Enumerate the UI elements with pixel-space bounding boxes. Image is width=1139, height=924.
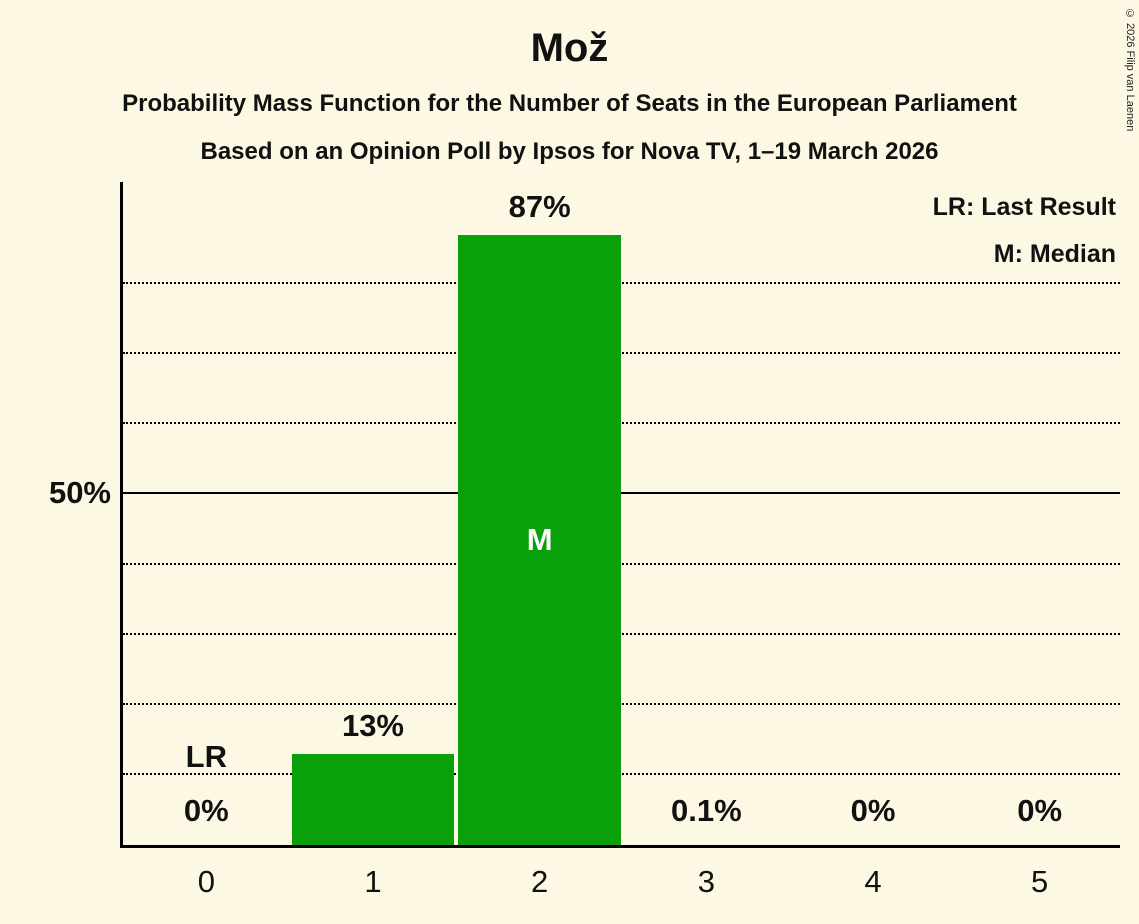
x-tick-3: 3 xyxy=(697,864,715,899)
y-axis-50-label: 50% xyxy=(48,475,111,511)
bar-seats-1 xyxy=(291,753,455,845)
median-marker: M xyxy=(526,522,553,558)
chart-subtitle: Probability Mass Function for the Number… xyxy=(122,90,1017,117)
legend-median: M: Median xyxy=(993,240,1116,268)
value-label-seats-3: 0.1% xyxy=(670,793,742,828)
gridline-50-major xyxy=(123,492,1120,495)
legend: LR: Last Result M: Median xyxy=(933,184,1116,278)
value-label-seats-4: 0% xyxy=(850,793,896,828)
bar-seats-2 xyxy=(458,235,621,845)
x-tick-1: 1 xyxy=(364,864,382,899)
gridline-40 xyxy=(123,562,1120,565)
gridline-80 xyxy=(123,282,1120,285)
last-result-marker: LR xyxy=(185,739,227,774)
plot-area: 0% 13% 87% 0.1% 0% 0% LR M 0 1 2 3 4 5 50% LR: Last … xyxy=(49,182,1120,899)
copyright-notice: © 2026 Filip van Laenen xyxy=(1124,8,1136,132)
x-tick-5: 5 xyxy=(1031,864,1049,899)
gridline-60 xyxy=(123,422,1120,425)
x-tick-2: 2 xyxy=(531,864,549,899)
value-label-seats-5: 0% xyxy=(1017,793,1063,828)
gridline-20 xyxy=(123,702,1120,705)
value-label-seats-1: 13% xyxy=(341,707,404,743)
x-tick-0: 0 xyxy=(197,864,215,899)
x-tick-4: 4 xyxy=(864,864,882,899)
value-label-seats-0: 0% xyxy=(183,793,229,828)
gridline-10 xyxy=(123,772,1120,775)
gridline-70 xyxy=(123,352,1120,355)
gridline-30 xyxy=(123,632,1120,635)
legend-last-result: LR: Last Result xyxy=(932,193,1116,221)
chart-source-line: Based on an Opinion Poll by Ipsos for No… xyxy=(200,138,939,165)
chart-title: Mož xyxy=(530,26,609,70)
value-label-seats-2: 87% xyxy=(508,189,571,225)
